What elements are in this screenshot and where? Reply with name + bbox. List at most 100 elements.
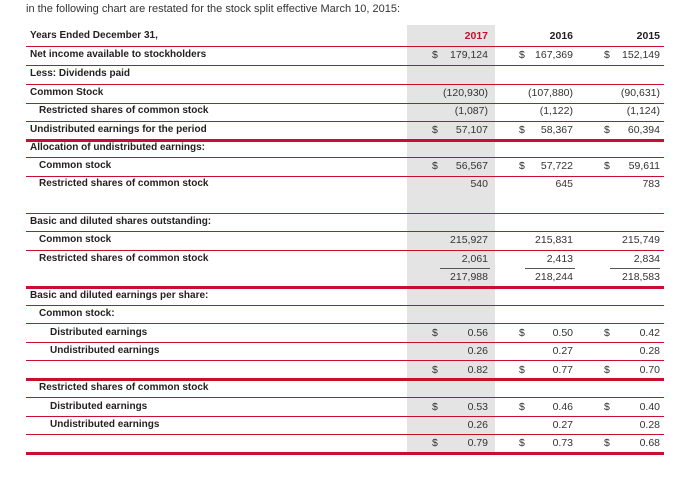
- divider: [26, 305, 664, 306]
- divider: [26, 157, 664, 158]
- intro-text: in the following chart are restated for …: [26, 3, 400, 15]
- shares-restricted-row: Restricted shares of common stock 2,061 …: [26, 251, 664, 269]
- dollar-sign: $: [604, 437, 610, 449]
- value-2016: 0.46: [552, 401, 573, 413]
- value-2015: 0.68: [639, 437, 660, 449]
- eps-common-total-row: $ 0.82 $ 0.77 $ 0.70: [26, 362, 664, 380]
- dollar-sign: $: [604, 327, 610, 339]
- value-2017: 57,107: [455, 124, 488, 136]
- common-stock-row: Common Stock (120,930) (107,880) (90,631…: [26, 85, 664, 103]
- dollar-sign: $: [519, 401, 525, 413]
- dollar-sign: $: [432, 327, 438, 339]
- value-2016: 2,413: [546, 253, 573, 265]
- value-2017: 215,927: [450, 234, 488, 246]
- row-label: Allocation of undistributed earnings:: [30, 142, 205, 153]
- divider: [26, 213, 664, 214]
- dollar-sign: $: [604, 401, 610, 413]
- divider: [26, 231, 664, 232]
- header-2015: 2015: [636, 30, 660, 42]
- row-label: Basic and diluted shares outstanding:: [30, 216, 212, 227]
- value-2017: 0.53: [467, 401, 488, 413]
- value-2017: 540: [470, 178, 488, 190]
- restricted-shares-row: Restricted shares of common stock (1,087…: [26, 103, 664, 121]
- value-2015: 60,394: [627, 124, 660, 136]
- value-2017: 0.79: [467, 437, 488, 449]
- row-label: Restricted shares of common stock: [39, 105, 209, 116]
- divider: [26, 103, 664, 104]
- value-2016: 57,722: [540, 160, 573, 172]
- divider: [26, 121, 664, 122]
- value-2016: 0.73: [552, 437, 573, 449]
- allocation-common-row: Common stock $ 56,567 $ 57,722 $ 59,611: [26, 158, 664, 176]
- value-2017: (120,930): [443, 87, 488, 99]
- value-2015: 0.70: [639, 364, 660, 376]
- divider: [26, 84, 664, 85]
- eps-restricted-heading-row: Restricted shares of common stock: [26, 380, 664, 398]
- row-label: Undistributed earnings: [50, 419, 160, 430]
- dollar-sign: $: [432, 437, 438, 449]
- divider: [26, 434, 664, 435]
- value-2015: 783: [642, 178, 660, 190]
- eps-common-heading-row: Common stock:: [26, 306, 664, 324]
- dollar-sign: $: [432, 401, 438, 413]
- value-2016: (1,122): [539, 105, 573, 117]
- row-label: Undistributed earnings for the period: [30, 124, 207, 135]
- eps-restricted-distributed-row: Distributed earnings $ 0.53 $ 0.46 $ 0.4…: [26, 399, 664, 417]
- value-2016: 167,369: [535, 49, 573, 61]
- value-2015: 152,149: [622, 49, 660, 61]
- row-label: Less: Dividends paid: [30, 68, 131, 79]
- divider: [26, 176, 664, 177]
- value-2016: 0.77: [552, 364, 573, 376]
- shares-common-row: Common stock 215,927 215,831 215,749: [26, 232, 664, 250]
- divider: [26, 416, 664, 417]
- highlight-column-2017: [407, 25, 495, 453]
- dollar-sign: $: [432, 364, 438, 376]
- value-2017: 0.26: [467, 419, 488, 431]
- dollar-sign: $: [432, 160, 438, 172]
- table-bottom-border: [26, 452, 664, 455]
- value-2017: 2,061: [461, 253, 488, 265]
- value-2016: 645: [555, 178, 573, 190]
- row-label: Common stock: [39, 234, 112, 245]
- row-label: Distributed earnings: [50, 327, 148, 338]
- row-label: Restricted shares of common stock: [39, 178, 209, 189]
- subtotal-rule: [525, 268, 575, 269]
- divider: [26, 46, 664, 47]
- value-2017: 56,567: [455, 160, 488, 172]
- divider: [26, 397, 664, 398]
- value-2015: 0.28: [639, 345, 660, 357]
- value-2015: 0.42: [639, 327, 660, 339]
- value-2015: 59,611: [628, 160, 660, 172]
- value-2017: 217,988: [450, 271, 488, 283]
- value-2015: 0.40: [639, 401, 660, 413]
- value-2016: (107,880): [528, 87, 573, 99]
- allocation-heading-row: Allocation of undistributed earnings:: [26, 140, 664, 158]
- allocation-restricted-row: Restricted shares of common stock 540 64…: [26, 176, 664, 194]
- row-label: Common Stock: [30, 87, 104, 98]
- row-label: Common stock:: [39, 308, 115, 319]
- value-2015: 0.28: [639, 419, 660, 431]
- value-2016: 0.50: [552, 327, 573, 339]
- row-label: Basic and diluted earnings per share:: [30, 290, 209, 301]
- eps-common-distributed-row: Distributed earnings $ 0.56 $ 0.50 $ 0.4…: [26, 325, 664, 343]
- dollar-sign: $: [432, 49, 438, 61]
- eps-heading-row: Basic and diluted earnings per share:: [26, 288, 664, 306]
- row-label: Distributed earnings: [50, 401, 148, 412]
- value-2016: 215,831: [535, 234, 573, 246]
- eps-restricted-undistributed-row: Undistributed earnings 0.26 0.27 0.28: [26, 417, 664, 435]
- row-label: Common stock: [39, 160, 112, 171]
- value-2017: 179,124: [450, 49, 488, 61]
- dollar-sign: $: [604, 49, 610, 61]
- dollar-sign: $: [519, 327, 525, 339]
- dollar-sign: $: [519, 437, 525, 449]
- dollar-sign: $: [604, 124, 610, 136]
- subtotal-rule: [610, 268, 660, 269]
- value-2015: (90,631): [620, 87, 660, 99]
- dollar-sign: $: [519, 49, 525, 61]
- value-2015: 218,583: [622, 271, 660, 283]
- net-income-row: Net income available to stockholders $ 1…: [26, 47, 664, 65]
- divider: [26, 360, 664, 361]
- header-label: Years Ended December 31,: [30, 30, 158, 41]
- section-divider: [26, 139, 664, 142]
- shares-heading-row: Basic and diluted shares outstanding:: [26, 214, 664, 232]
